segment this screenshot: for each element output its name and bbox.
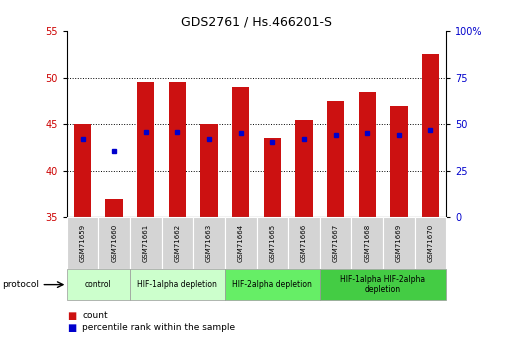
Bar [351, 217, 383, 269]
Bar [327, 101, 344, 217]
Bar [390, 106, 407, 217]
Text: GSM71664: GSM71664 [238, 224, 244, 262]
Text: HIF-1alpha depletion: HIF-1alpha depletion [137, 280, 218, 289]
Text: protocol: protocol [3, 280, 40, 289]
Text: GSM71660: GSM71660 [111, 224, 117, 262]
Bar [225, 269, 320, 300]
Bar [169, 82, 186, 217]
Bar [106, 199, 123, 217]
Bar [193, 217, 225, 269]
Text: ■: ■ [67, 311, 76, 321]
Bar [74, 124, 91, 217]
Text: HIF-2alpha depletion: HIF-2alpha depletion [232, 280, 312, 289]
Text: GSM71669: GSM71669 [396, 224, 402, 262]
Bar [295, 120, 312, 217]
Bar [320, 269, 446, 300]
Text: HIF-1alpha HIF-2alpha
depletion: HIF-1alpha HIF-2alpha depletion [341, 275, 426, 294]
Bar [232, 87, 249, 217]
Bar [359, 92, 376, 217]
Bar [201, 124, 218, 217]
Text: GSM71659: GSM71659 [80, 224, 86, 262]
Bar [415, 217, 446, 269]
Bar [320, 217, 351, 269]
Bar [422, 54, 439, 217]
Text: ■: ■ [67, 323, 76, 333]
Text: GSM71663: GSM71663 [206, 224, 212, 262]
Bar [98, 217, 130, 269]
Text: GSM71670: GSM71670 [427, 224, 433, 262]
Bar [225, 217, 256, 269]
Text: GSM71667: GSM71667 [332, 224, 339, 262]
Bar [162, 217, 193, 269]
Text: GSM71668: GSM71668 [364, 224, 370, 262]
Bar [130, 217, 162, 269]
Text: percentile rank within the sample: percentile rank within the sample [82, 323, 235, 332]
Bar [130, 269, 225, 300]
Text: GSM71666: GSM71666 [301, 224, 307, 262]
Bar [264, 138, 281, 217]
Text: GSM71661: GSM71661 [143, 224, 149, 262]
Bar [383, 217, 415, 269]
Bar [67, 217, 98, 269]
Text: GSM71662: GSM71662 [174, 224, 181, 262]
Bar [288, 217, 320, 269]
Bar [67, 269, 130, 300]
Text: control: control [85, 280, 112, 289]
Bar [137, 82, 154, 217]
Bar [256, 217, 288, 269]
Text: GDS2761 / Hs.466201-S: GDS2761 / Hs.466201-S [181, 16, 332, 29]
Text: count: count [82, 311, 108, 320]
Text: GSM71665: GSM71665 [269, 224, 275, 262]
